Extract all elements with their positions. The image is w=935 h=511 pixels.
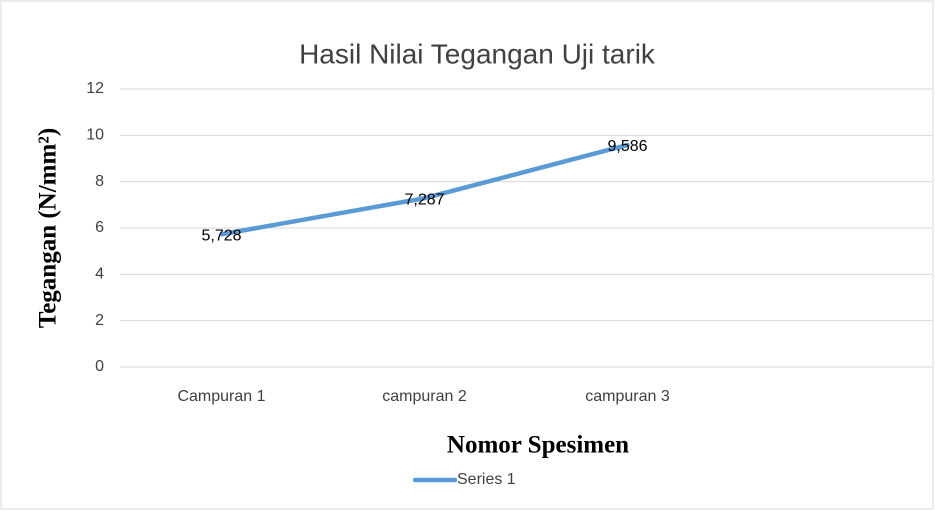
x-axis-title: Nomor Spesimen — [447, 432, 629, 459]
legend-label: Series 1 — [457, 471, 516, 488]
y-tick-label: 12 — [86, 80, 104, 97]
data-label: 7,287 — [404, 191, 444, 208]
y-tick-label: 10 — [86, 127, 104, 144]
data-label: 9,586 — [607, 138, 647, 155]
y-axis-title: Tegangan (N/mm²) — [35, 128, 62, 328]
y-tick-label: 6 — [95, 219, 104, 236]
x-tick-label: campuran 2 — [382, 388, 467, 405]
x-tick-label: campuran 3 — [585, 388, 670, 405]
y-tick-label: 2 — [95, 312, 104, 329]
series-line — [219, 142, 630, 237]
y-tick-label: 0 — [95, 358, 104, 375]
y-tick-label: 8 — [95, 173, 104, 190]
x-tick-label: Campuran 1 — [177, 388, 265, 405]
chart-title: Hasil Nilai Tegangan Uji tarik — [299, 38, 656, 69]
y-tick-label: 4 — [95, 266, 104, 283]
data-label: 5,728 — [201, 228, 241, 245]
